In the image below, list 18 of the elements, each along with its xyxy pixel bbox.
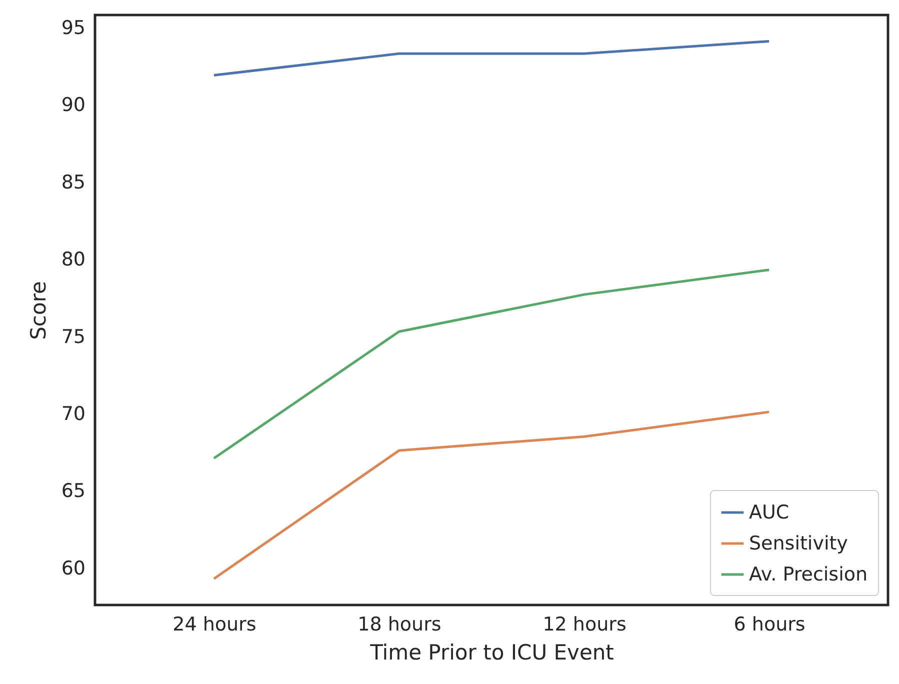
y-tick-label: 90 bbox=[61, 94, 86, 116]
x-tick-label: 12 hours bbox=[542, 614, 626, 636]
x-axis-title: Time Prior to ICU Event bbox=[369, 640, 614, 664]
x-tick-label: 18 hours bbox=[358, 614, 442, 636]
y-tick-label: 95 bbox=[61, 16, 86, 39]
y-tick-label: 85 bbox=[61, 171, 86, 194]
y-tick-label: 80 bbox=[61, 248, 86, 271]
legend-label: Sensitivity bbox=[749, 532, 848, 554]
y-tick-label: 75 bbox=[61, 326, 86, 348]
legend-label: AUC bbox=[749, 502, 790, 524]
y-tick-label: 65 bbox=[61, 480, 86, 502]
line-series bbox=[212, 268, 770, 460]
y-axis-title: Score bbox=[26, 281, 50, 340]
y-tick-label: 60 bbox=[61, 557, 86, 580]
legend-label: Av. Precision bbox=[749, 564, 868, 586]
y-tick-label: 70 bbox=[61, 402, 86, 425]
x-tick-label: 6 hours bbox=[734, 614, 806, 636]
x-tick-label: 24 hours bbox=[172, 614, 256, 636]
